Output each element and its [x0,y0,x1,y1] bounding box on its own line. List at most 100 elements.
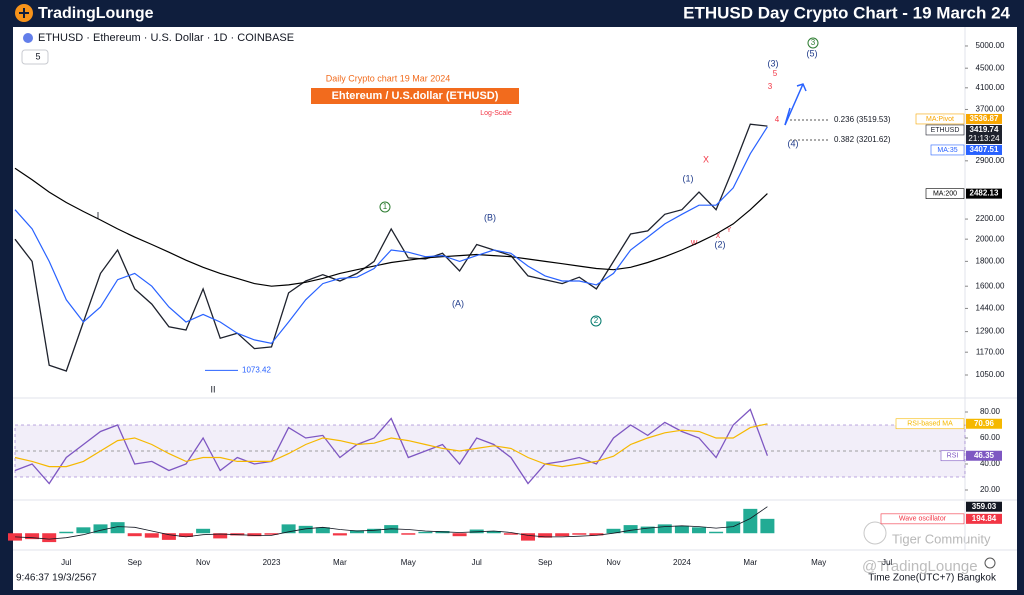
oscillator-bar [709,531,724,534]
x-tick-label: 2023 [263,558,281,567]
badge-name: MA:Pivot [926,116,954,123]
oscillator-bar [42,533,57,543]
series-line [14,408,769,485]
wave-label: Y [727,227,732,234]
badge-name-box [895,418,965,430]
wave-label: I [97,210,100,220]
annotation-box [311,88,519,104]
oscillator-bar [555,533,570,537]
annotation: Ehtereum / U.S.dollar (ETHUSD) [332,90,499,102]
wave-labels: I II 1 (A) (B) 2 (1) (2) 3 (3) (4) (5) X… [97,37,819,394]
badge-name-box [925,188,965,199]
oscillator-bar [521,533,535,541]
oscillator-bar [640,526,655,534]
oscillator-bar [281,524,296,534]
y-tick-label: 1800.00 [976,256,1005,265]
oscillator-bar [503,533,518,535]
oscillator-bar [674,525,689,534]
oscillator-bar [332,533,347,536]
price-badge [966,144,1002,155]
oscillator-bar [726,521,741,534]
watermark: Tiger Community [892,531,991,546]
badge-name-box [940,450,965,462]
wave-label: (B) [484,212,496,222]
annotation: Log-Scale [480,110,512,117]
oscillator-bar [401,533,416,535]
oscillator-bar [247,533,262,537]
x-tick-label: Mar [743,558,757,567]
y-tick-label: 1170.00 [976,347,1005,356]
oscillator-bar [110,522,125,534]
annotation: Daily Crypto chart 19 Mar 2024 [326,73,451,83]
y-tick-label: 1290.00 [976,327,1005,336]
y-tick-label: 4500.00 [976,63,1005,72]
wave-label: (2) [715,239,726,249]
oscillator-bar [213,533,228,539]
fib-label: 0.382 (3201.62) [834,135,891,144]
oscillator-bar [743,508,758,534]
wave-label: (3) [768,58,779,68]
y-tick-label: 2000.00 [976,234,1005,243]
y-tick-label: 40.00 [980,459,1001,468]
price-badge-value: 3536.87 [970,114,999,123]
y-tick-label: 60.00 [980,433,1001,442]
fib-label: 0.236 (3519.53) [834,115,891,124]
oscillator-bar [538,533,553,538]
y-tick-label: 1050.00 [976,370,1005,379]
watermark-icon [863,521,887,545]
low-marker-label: 1073.42 [242,365,271,374]
x-tick-label: Jul [472,558,482,567]
x-tick-label: Jul [61,558,71,567]
settings-icon[interactable] [984,557,996,569]
wave-label: 1 [383,202,388,211]
page-title: ETHUSD Day Crypto Chart - 19 March 24 [683,3,1010,22]
oscillator-bar [760,518,775,534]
wave-label: W [691,240,698,247]
oscillator-bar [486,531,501,534]
logo-mark [19,8,29,18]
badge-name: RSI-based MA [907,421,953,428]
oscillator-bar [59,531,74,534]
oscillator-bar [144,533,159,538]
oscillator-bar [452,533,467,537]
badge-name-box [925,124,965,136]
oscillator-bar [418,531,433,534]
symbol-icon [23,33,33,43]
y-tick-label: 4100.00 [976,83,1005,92]
x-tick-label: Nov [606,558,620,567]
projection-arrow [784,83,807,126]
oscillator-bar [25,533,40,540]
x-tick-label: Mar [333,558,347,567]
wave-label: 5 [773,69,778,78]
indicator-toggle[interactable] [21,49,49,65]
x-tick-label: Sep [538,558,553,567]
oscillator-bar [161,533,176,540]
x-tick-label: 2024 [673,558,691,567]
oscillator-bar [606,528,621,534]
x-tick-label: May [401,558,416,567]
oscillator-bar [367,528,382,534]
oscillator-bar [196,528,211,534]
price-badge-value: 194.84 [972,514,997,523]
wave-label: 2 [594,316,599,325]
oscillator-bar [623,525,638,534]
oscillator-bar [572,533,587,535]
price-badge-value: 70.96 [974,419,995,428]
wave-circle [807,37,819,49]
indicator-count[interactable]: 5 [35,51,40,61]
oscillator-bar [692,527,706,534]
price-badge-value: 3407.51 [970,145,999,154]
timestamp: 9:46:37 19/3/2567 [16,573,97,584]
series-line [14,167,768,287]
logo: TradingLounge [38,5,154,22]
countdown: 21:13:24 [968,134,1000,143]
price-badge [966,124,1002,144]
watermark: @TradingLounge [862,558,978,575]
signal-line [14,506,768,540]
wave-label: 4 [775,115,780,124]
oscillator-bar [127,533,142,537]
y-tick-label: 5000.00 [976,41,1005,50]
price-badge-value: 359.03 [972,502,997,511]
badge-name-box [880,513,965,525]
